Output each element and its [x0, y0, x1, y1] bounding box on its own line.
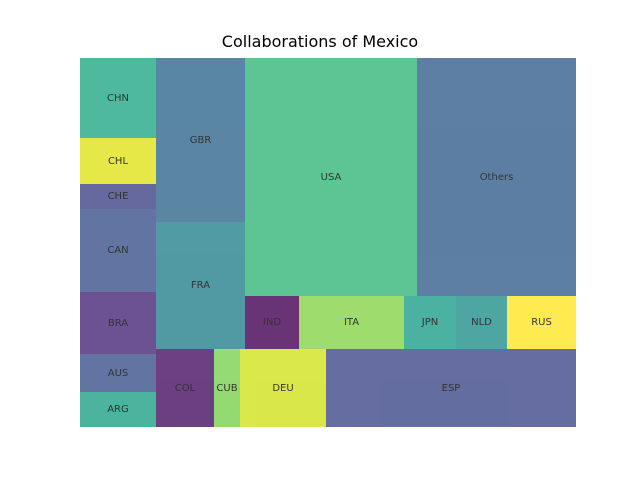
- treemap-cell-label: Others: [479, 171, 514, 183]
- treemap-cell-gbr: GBR: [156, 58, 245, 222]
- treemap-cell-label: CHN: [107, 92, 129, 104]
- treemap-cell-label: NLD: [471, 317, 492, 328]
- treemap-cell-jpn: JPN: [404, 296, 456, 349]
- treemap-cell-che: CHE: [80, 184, 156, 209]
- treemap-cell-label: IND: [262, 317, 282, 328]
- treemap-cell-chn: CHN: [80, 58, 156, 138]
- treemap-cell-label: ITA: [343, 317, 360, 328]
- treemap-cell-aus: AUS: [80, 354, 156, 392]
- treemap-cell-others: Others: [417, 58, 576, 296]
- treemap: CHN CHL CHE CAN BRA AUS ARG GBR FRA USA Others IND I…: [80, 58, 576, 427]
- treemap-cell-label: USA: [320, 171, 342, 183]
- treemap-cell-cub: CUB: [214, 349, 240, 427]
- treemap-cell-label: CHE: [107, 191, 129, 202]
- chart-title: Collaborations of Mexico: [221, 32, 419, 51]
- treemap-cell-label: RUS: [531, 317, 552, 328]
- treemap-cell-label: AUS: [107, 367, 129, 379]
- treemap-cell-label: DEU: [272, 382, 294, 394]
- treemap-cell-bra: BRA: [80, 292, 156, 354]
- treemap-cell-label: ARG: [107, 404, 129, 415]
- treemap-cell-usa: USA: [245, 58, 417, 296]
- treemap-cell-deu: DEU: [240, 349, 326, 427]
- treemap-cell-label: BRA: [107, 317, 129, 329]
- treemap-cell-ind: IND: [245, 296, 299, 349]
- treemap-cell-esp: ESP: [326, 349, 576, 427]
- treemap-cell-label: CAN: [107, 245, 129, 256]
- treemap-cell-rus: RUS: [507, 296, 576, 349]
- treemap-cell-label: JPN: [421, 317, 439, 328]
- treemap-cell-label: CUB: [216, 382, 238, 394]
- treemap-cell-arg: ARG: [80, 392, 156, 427]
- treemap-cell-label: CHL: [107, 155, 129, 167]
- treemap-cell-chl: CHL: [80, 138, 156, 184]
- treemap-cell-can: CAN: [80, 209, 156, 292]
- treemap-cell-label: FRA: [190, 280, 211, 291]
- treemap-cell-ita: ITA: [299, 296, 404, 349]
- treemap-cell-nld: NLD: [456, 296, 507, 349]
- treemap-cell-fra: FRA: [156, 222, 245, 349]
- treemap-cell-label: ESP: [441, 382, 461, 394]
- treemap-cell-label: GBR: [189, 134, 212, 146]
- treemap-cell-label: COL: [174, 382, 196, 394]
- treemap-cell-col: COL: [156, 349, 214, 427]
